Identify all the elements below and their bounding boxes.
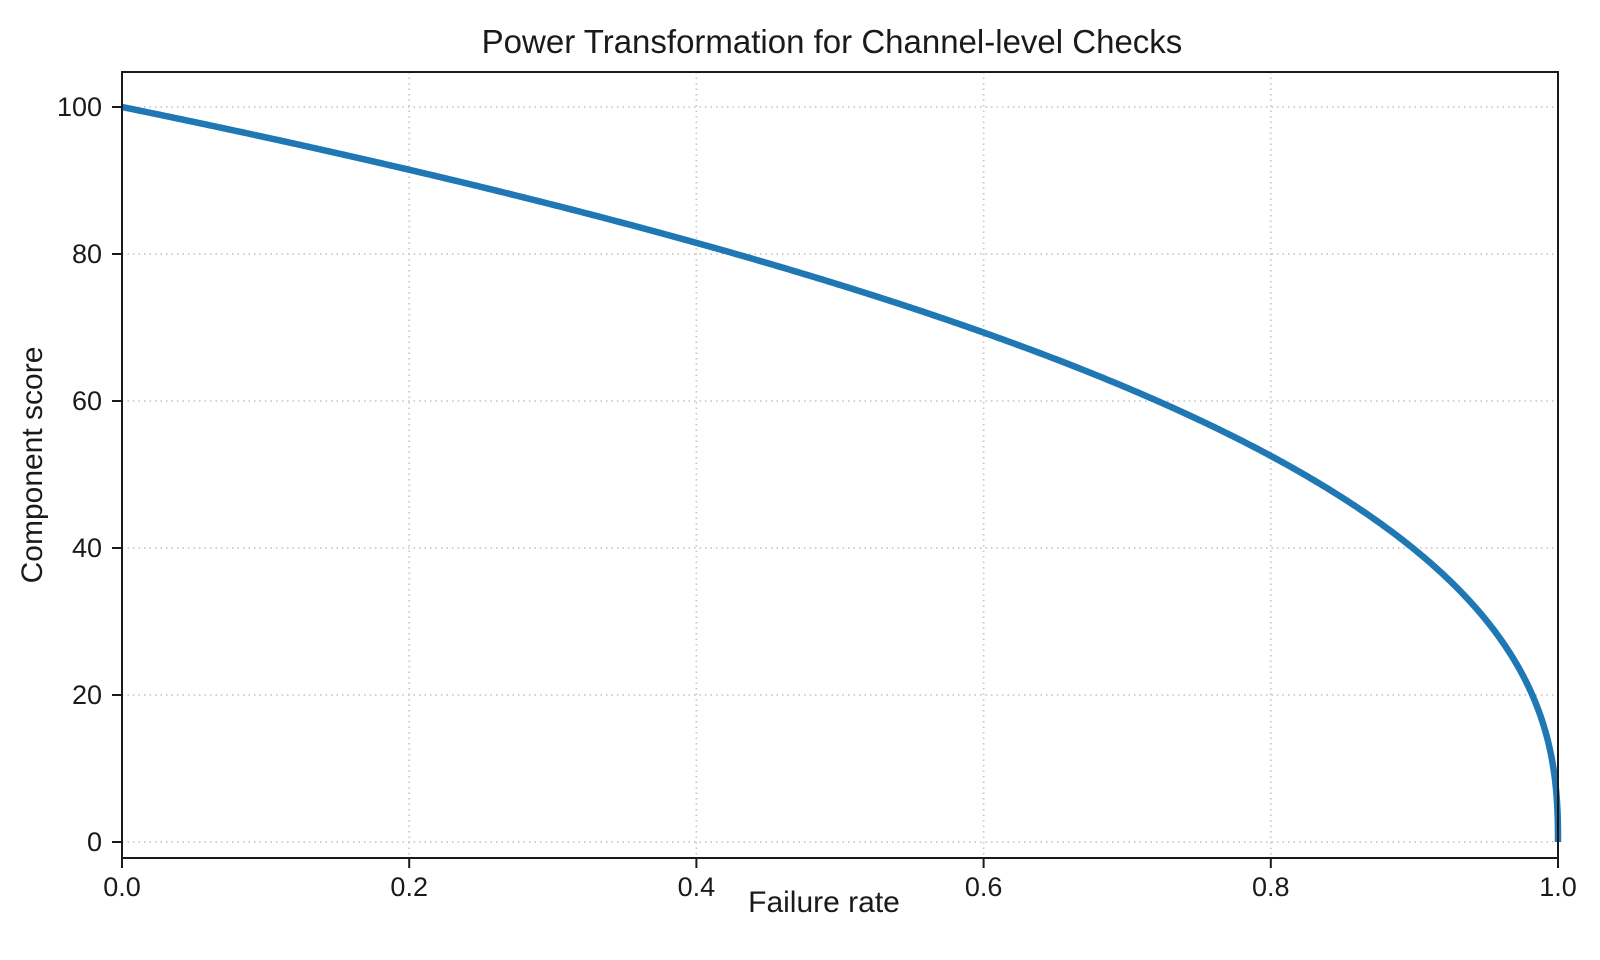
- y-tick-label: 0: [87, 827, 102, 857]
- grid-lines: [121, 72, 1559, 858]
- y-tick-label: 80: [72, 239, 102, 269]
- x-tick-label: 1.0: [1539, 872, 1577, 902]
- x-tick-label: 0.8: [1252, 872, 1290, 902]
- y-tick-label: 40: [72, 533, 102, 563]
- x-tick-label: 0.2: [390, 872, 428, 902]
- chart-title: Power Transformation for Channel-level C…: [482, 23, 1183, 60]
- y-tick-label: 100: [57, 92, 102, 122]
- x-axis-label: Failure rate: [748, 886, 900, 919]
- tick-marks: [112, 106, 1559, 868]
- series-layer: [121, 103, 1562, 843]
- y-axis-label: Component score: [16, 347, 49, 584]
- x-tick-label: 0.6: [965, 872, 1003, 902]
- x-tick-label: 0.0: [103, 872, 141, 902]
- tick-labels: 0.0 0.2 0.4 0.6 0.8 1.0 0 20 40 60 80 100: [57, 92, 1577, 902]
- x-tick-label: 0.4: [678, 872, 716, 902]
- y-tick-label: 20: [72, 680, 102, 710]
- axes-box: [121, 71, 1559, 859]
- series-line: [121, 103, 1562, 843]
- y-tick-label: 60: [72, 386, 102, 416]
- plot-border: [121, 71, 1559, 859]
